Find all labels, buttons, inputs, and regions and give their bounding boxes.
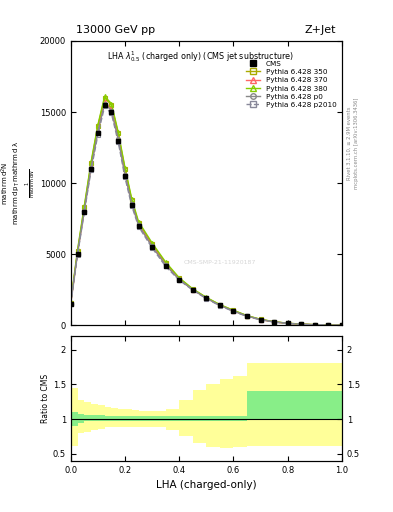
Y-axis label: $\mathrm{mathrm\,d^2N}$
$\mathrm{mathrm\,d\,p_T\,mathrm\,d\,\lambda}$
$\frac{1}{: $\mathrm{mathrm\,d^2N}$ $\mathrm{mathrm\… bbox=[0, 141, 38, 225]
Text: 13000 GeV pp: 13000 GeV pp bbox=[76, 25, 155, 35]
Text: LHA $\lambda^{1}_{0.5}$ (charged only) (CMS jet substructure): LHA $\lambda^{1}_{0.5}$ (charged only) (… bbox=[107, 50, 294, 65]
Text: Rivet 3.1.10, ≥ 2.9M events: Rivet 3.1.10, ≥ 2.9M events bbox=[347, 106, 352, 180]
X-axis label: LHA (charged-only): LHA (charged-only) bbox=[156, 480, 257, 490]
Legend: CMS, Pythia 6.428 350, Pythia 6.428 370, Pythia 6.428 380, Pythia 6.428 p0, Pyth: CMS, Pythia 6.428 350, Pythia 6.428 370,… bbox=[244, 59, 338, 110]
Text: CMS-SMP-21-11920187: CMS-SMP-21-11920187 bbox=[184, 260, 256, 265]
Y-axis label: Ratio to CMS: Ratio to CMS bbox=[41, 374, 50, 423]
Text: Z+Jet: Z+Jet bbox=[305, 25, 336, 35]
Text: mcplots.cern.ch [arXiv:1306.3436]: mcplots.cern.ch [arXiv:1306.3436] bbox=[354, 98, 359, 189]
